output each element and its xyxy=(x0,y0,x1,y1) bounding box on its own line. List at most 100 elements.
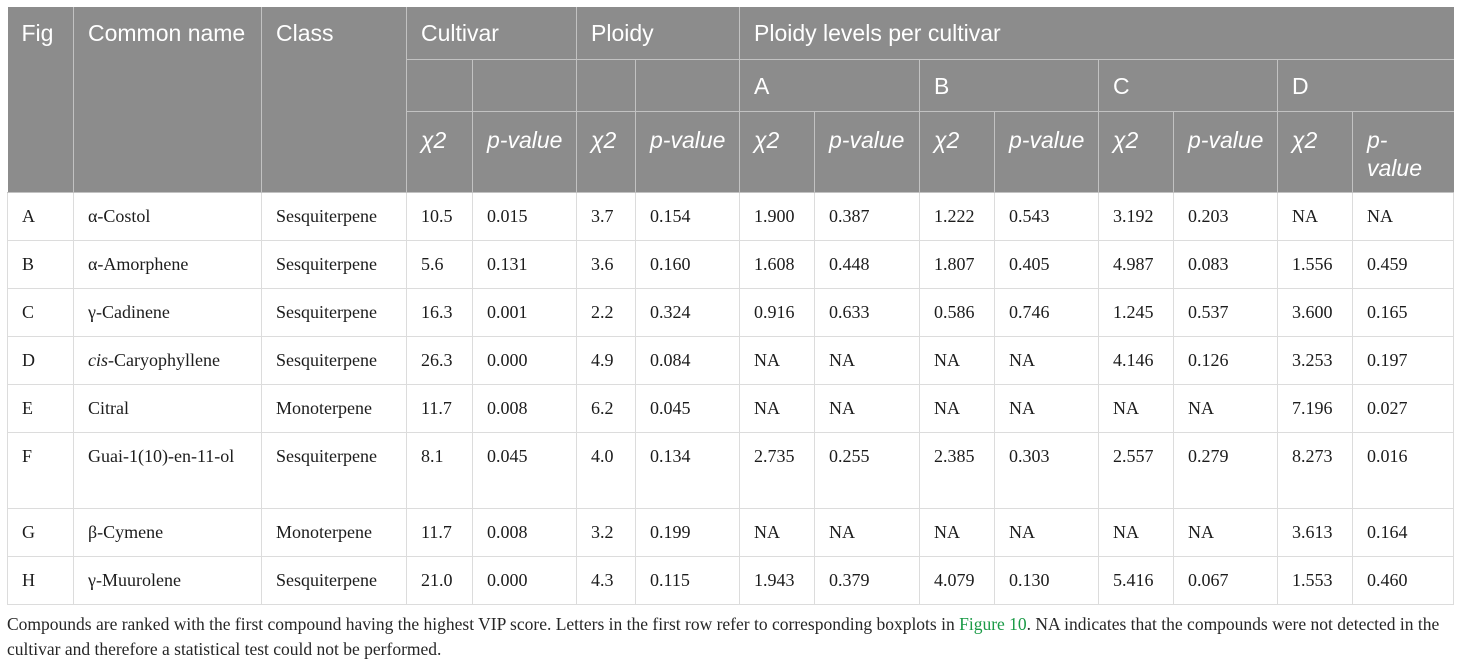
header-p-value: p-value xyxy=(994,111,1099,193)
cell-chi2: NA xyxy=(739,384,815,433)
cell-p-value: 0.537 xyxy=(1173,288,1278,337)
cell-chi2: 2.385 xyxy=(919,432,995,509)
cell-chi2: 21.0 xyxy=(406,556,473,605)
cell-p-value: 0.324 xyxy=(635,288,740,337)
cell-chi2: 4.9 xyxy=(576,336,636,385)
cell-class: Sesquiterpene xyxy=(261,556,407,605)
cell-p-value: NA xyxy=(994,508,1099,557)
footnote-text: Compounds are ranked with the first comp… xyxy=(7,614,960,634)
cell-chi2: 0.586 xyxy=(919,288,995,337)
cell-fig: F xyxy=(7,432,74,509)
header-chi2: χ2 xyxy=(1277,111,1353,193)
header-fig: Fig xyxy=(7,7,74,193)
cell-chi2: 1.245 xyxy=(1098,288,1174,337)
cell-p-value: 0.387 xyxy=(814,192,920,241)
header-p-value: p-value xyxy=(635,111,740,193)
cell-p-value: 0.001 xyxy=(472,288,577,337)
cell-p-value: 0.126 xyxy=(1173,336,1278,385)
figure-link[interactable]: Figure 10 xyxy=(959,614,1027,634)
table-row: E Citral Monoterpene 11.7 0.008 6.2 0.045 NA NA N… xyxy=(7,384,1455,433)
cell-chi2: 1.608 xyxy=(739,240,815,289)
header-cultivar: Cultivar xyxy=(406,7,577,60)
cell-p-value: 0.203 xyxy=(1173,192,1278,241)
header-chi2: χ2 xyxy=(919,111,995,193)
table-container: Fig Common name Class Cultivar Ploidy Pl… xyxy=(7,7,1455,605)
header-level-a: A xyxy=(739,59,920,112)
name-text: α-Amorphene xyxy=(88,253,189,274)
cell-p-value: NA xyxy=(814,384,920,433)
cell-chi2: 1.556 xyxy=(1277,240,1353,289)
cell-p-value: NA xyxy=(1173,508,1278,557)
cell-chi2: 10.5 xyxy=(406,192,473,241)
cell-p-value: 0.459 xyxy=(1352,240,1455,289)
header-ploidy: Ploidy xyxy=(576,7,740,60)
name-text: α-Costol xyxy=(88,205,151,226)
cell-chi2: 16.3 xyxy=(406,288,473,337)
cell-p-value: NA xyxy=(994,384,1099,433)
cell-p-value: 0.067 xyxy=(1173,556,1278,605)
cell-chi2: 4.987 xyxy=(1098,240,1174,289)
cell-chi2: NA xyxy=(1098,384,1174,433)
footnote-text-end: . NA indicates that the compounds were n… xyxy=(7,614,1440,659)
cell-p-value: NA xyxy=(814,336,920,385)
cell-chi2: 0.916 xyxy=(739,288,815,337)
statistics-table: Fig Common name Class Cultivar Ploidy Pl… xyxy=(7,7,1455,605)
cell-chi2: NA xyxy=(739,508,815,557)
cell-chi2: 1.553 xyxy=(1277,556,1353,605)
cell-chi2: 1.807 xyxy=(919,240,995,289)
name-prefix: cis xyxy=(88,349,108,370)
header-p-value: p-value xyxy=(1173,111,1278,193)
cell-p-value: 0.165 xyxy=(1352,288,1455,337)
cell-chi2: 3.613 xyxy=(1277,508,1353,557)
cell-chi2: 8.1 xyxy=(406,432,473,509)
cell-fig: D xyxy=(7,336,74,385)
cell-p-value: NA xyxy=(814,508,920,557)
cell-class: Sesquiterpene xyxy=(261,240,407,289)
cell-p-value: 0.131 xyxy=(472,240,577,289)
cell-chi2: NA xyxy=(919,508,995,557)
header-chi2: χ2 xyxy=(739,111,815,193)
cell-p-value: 0.084 xyxy=(635,336,740,385)
cell-chi2: 3.6 xyxy=(576,240,636,289)
header-chi2: χ2 xyxy=(1098,111,1174,193)
cell-p-value: 0.027 xyxy=(1352,384,1455,433)
cell-p-value: 0.016 xyxy=(1352,432,1455,509)
cell-chi2: 3.600 xyxy=(1277,288,1353,337)
cell-p-value: 0.164 xyxy=(1352,508,1455,557)
cell-chi2: 2.2 xyxy=(576,288,636,337)
cell-p-value: 0.448 xyxy=(814,240,920,289)
header-p-value: p-value xyxy=(1352,111,1454,193)
cell-class: Monoterpene xyxy=(261,508,407,557)
cell-chi2: 3.2 xyxy=(576,508,636,557)
cell-chi2: 3.7 xyxy=(576,192,636,241)
cell-chi2: NA xyxy=(1098,508,1174,557)
cell-p-value: 0.045 xyxy=(472,432,577,509)
table-row: F Guai-1(10)-en-11-ol Sesquiterpene 8.1 0.04… xyxy=(7,432,1455,509)
header-level-c: C xyxy=(1098,59,1278,112)
cell-chi2: 11.7 xyxy=(406,384,473,433)
header-empty xyxy=(406,59,473,112)
cell-class: Sesquiterpene xyxy=(261,336,407,385)
cell-p-value: 0.083 xyxy=(1173,240,1278,289)
header-p-value: p-value xyxy=(472,111,577,193)
cell-common-name: γ-Muurolene xyxy=(73,556,262,605)
cell-chi2: NA xyxy=(919,384,995,433)
cell-p-value: 0.460 xyxy=(1352,556,1455,605)
cell-fig: B xyxy=(7,240,74,289)
cell-p-value: 0.543 xyxy=(994,192,1099,241)
cell-common-name: β-Cymene xyxy=(73,508,262,557)
cell-fig: C xyxy=(7,288,74,337)
cell-p-value: 0.000 xyxy=(472,336,577,385)
name-text: β-Cymene xyxy=(88,521,164,542)
cell-chi2: NA xyxy=(1277,192,1353,241)
cell-common-name: γ-Cadinene xyxy=(73,288,262,337)
name-text: Citral xyxy=(88,397,129,418)
cell-p-value: 0.405 xyxy=(994,240,1099,289)
cell-p-value: 0.115 xyxy=(635,556,740,605)
cell-chi2: NA xyxy=(919,336,995,385)
